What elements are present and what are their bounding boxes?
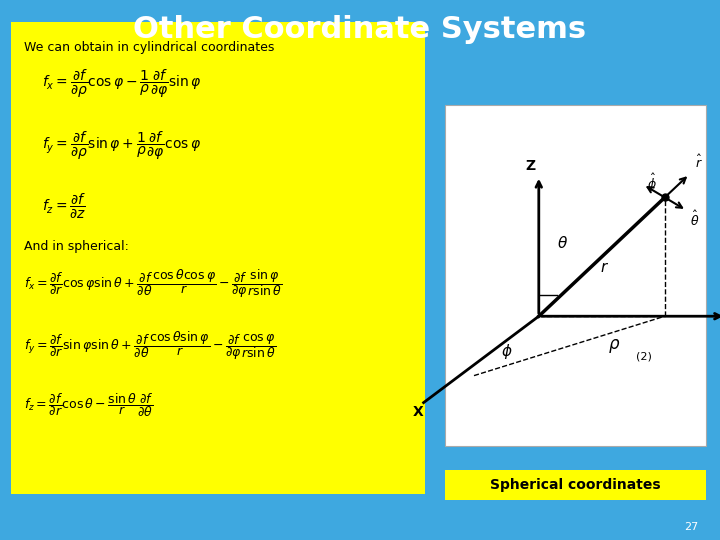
Text: X: X [413, 406, 423, 420]
Text: $f_x = \dfrac{\partial f}{\partial r}\cos\varphi\sin\theta + \dfrac{\partial f}{: $f_x = \dfrac{\partial f}{\partial r}\co… [24, 267, 282, 300]
Text: $\phi$: $\phi$ [500, 342, 512, 361]
Text: $f_y = \dfrac{\partial f}{\partial r}\sin\varphi\sin\theta + \dfrac{\partial f}{: $f_y = \dfrac{\partial f}{\partial r}\si… [24, 329, 276, 362]
Text: $\theta$: $\theta$ [557, 235, 568, 251]
Text: $f_z = \dfrac{\partial f}{\partial z}$: $f_z = \dfrac{\partial f}{\partial z}$ [42, 192, 86, 221]
Text: Other Coordinate Systems: Other Coordinate Systems [133, 15, 587, 44]
Text: $\hat{\phi}$: $\hat{\phi}$ [647, 172, 657, 194]
Text: 27: 27 [684, 522, 698, 532]
Text: $f_y = \dfrac{\partial f}{\partial \rho}\sin\varphi + \dfrac{1}{\rho}\dfrac{\par: $f_y = \dfrac{\partial f}{\partial \rho}… [42, 130, 201, 162]
Text: $f_z = \dfrac{\partial f}{\partial r}\cos\theta - \dfrac{\sin\theta}{r}\dfrac{\p: $f_z = \dfrac{\partial f}{\partial r}\co… [24, 392, 153, 420]
Bar [445, 105, 706, 445]
Text: $\hat{r}$: $\hat{r}$ [696, 154, 703, 172]
Text: r: r [600, 260, 607, 275]
Text: $\rho$: $\rho$ [608, 337, 621, 355]
Text: Spherical coordinates: Spherical coordinates [490, 478, 660, 491]
Text: $f_x = \dfrac{\partial f}{\partial \rho}\cos\varphi - \dfrac{1}{\rho}\dfrac{\par: $f_x = \dfrac{\partial f}{\partial \rho}… [42, 68, 201, 100]
Bar [11, 22, 425, 494]
Text: $\hat{\theta}$: $\hat{\theta}$ [690, 211, 700, 229]
Text: (2): (2) [636, 352, 652, 362]
Text: And in spherical:: And in spherical: [24, 240, 129, 253]
Text: We can obtain in cylindrical coordinates: We can obtain in cylindrical coordinates [24, 40, 274, 53]
Text: Z: Z [525, 159, 535, 173]
Bar [445, 470, 706, 500]
